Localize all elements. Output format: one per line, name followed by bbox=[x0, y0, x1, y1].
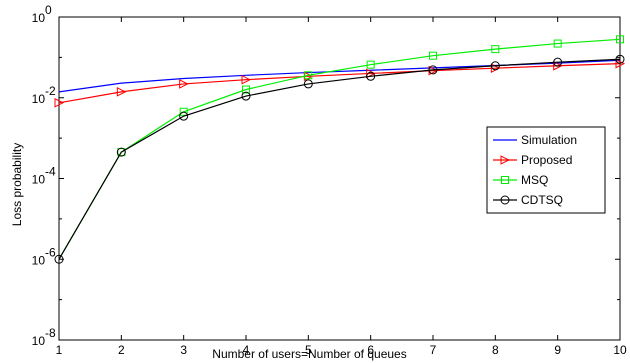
square-marker bbox=[179, 107, 188, 116]
square-marker bbox=[553, 39, 562, 48]
circle-marker bbox=[490, 61, 500, 71]
square-marker bbox=[366, 60, 375, 69]
y-tick-exponent: -6 bbox=[45, 245, 56, 259]
legend-label-cdtsq: CDTSQ bbox=[521, 193, 563, 207]
x-tick-label: 6 bbox=[367, 343, 374, 357]
legend-item-msq: MSQ bbox=[493, 173, 548, 187]
x-tick-label: 9 bbox=[554, 343, 561, 357]
triangle-marker bbox=[553, 60, 563, 71]
x-tick-label: 1 bbox=[56, 343, 63, 357]
legend-item-cdtsq: CDTSQ bbox=[493, 193, 563, 207]
y-tick-exponent: -4 bbox=[45, 165, 56, 179]
y-tick-exponent: -8 bbox=[45, 326, 56, 340]
y-tick-label: 10-8 bbox=[32, 326, 56, 348]
square-marker bbox=[242, 85, 250, 94]
y-tick-label: 10-6 bbox=[32, 245, 56, 267]
square-marker bbox=[304, 71, 313, 80]
triangle-marker bbox=[241, 74, 252, 85]
square-marker bbox=[429, 51, 437, 60]
circle-marker bbox=[366, 71, 376, 81]
circle-marker bbox=[615, 54, 625, 64]
circle-marker bbox=[500, 195, 510, 205]
triangle-marker bbox=[116, 87, 127, 97]
circle-marker bbox=[116, 147, 126, 157]
square-marker bbox=[616, 35, 624, 44]
legend-item-proposed: Proposed bbox=[493, 153, 572, 167]
series-line-cdtsq bbox=[58, 58, 621, 260]
legend-label-proposed: Proposed bbox=[521, 153, 572, 167]
legend: Simulation Proposed MSQ CDTSQ bbox=[486, 126, 606, 214]
triangle-marker bbox=[615, 58, 626, 69]
square-marker bbox=[491, 45, 500, 54]
x-tick-label: 7 bbox=[430, 343, 437, 357]
y-tick-exponent: 0 bbox=[45, 3, 52, 17]
series-line-proposed bbox=[58, 63, 621, 104]
y-tick-base: 10 bbox=[32, 253, 46, 267]
y-tick-label: 100 bbox=[32, 3, 52, 25]
circle-marker bbox=[241, 91, 251, 101]
triangle-marker bbox=[500, 155, 511, 165]
x-tick-label: 4 bbox=[243, 343, 250, 357]
series-cdtsq bbox=[54, 54, 625, 264]
y-tick-base: 10 bbox=[32, 11, 46, 25]
square-marker bbox=[501, 176, 509, 184]
series-layer bbox=[54, 35, 626, 264]
x-tick-label: 8 bbox=[492, 343, 499, 357]
legend-label-simulation: Simulation bbox=[521, 133, 577, 147]
y-axis-title: Loss probability bbox=[10, 143, 24, 226]
y-tick-base: 10 bbox=[32, 334, 46, 348]
y-tick-label: 10-4 bbox=[32, 165, 56, 187]
y-tick-base: 10 bbox=[32, 92, 46, 106]
circle-marker bbox=[303, 79, 313, 89]
circle-marker bbox=[428, 65, 438, 75]
legend-label-msq: MSQ bbox=[521, 173, 548, 187]
y-tick-base: 10 bbox=[32, 173, 46, 187]
legend-box bbox=[486, 126, 606, 214]
y-tick-exponent: -2 bbox=[45, 84, 56, 98]
series-line-msq bbox=[58, 38, 621, 260]
triangle-marker bbox=[179, 79, 189, 89]
x-tick-label: 5 bbox=[305, 343, 312, 357]
x-tick-label: 3 bbox=[180, 343, 187, 357]
x-tick-label: 10 bbox=[613, 343, 627, 357]
circle-marker bbox=[553, 57, 563, 67]
legend-item-simulation: Simulation bbox=[493, 133, 577, 147]
circle-marker bbox=[179, 111, 189, 121]
triangle-marker bbox=[54, 97, 65, 108]
x-axis-title: Number of users=Number of queues bbox=[212, 347, 406, 361]
triangle-marker bbox=[366, 68, 376, 79]
y-tick-label: 10-2 bbox=[32, 84, 56, 106]
x-tick-label: 2 bbox=[118, 343, 125, 357]
